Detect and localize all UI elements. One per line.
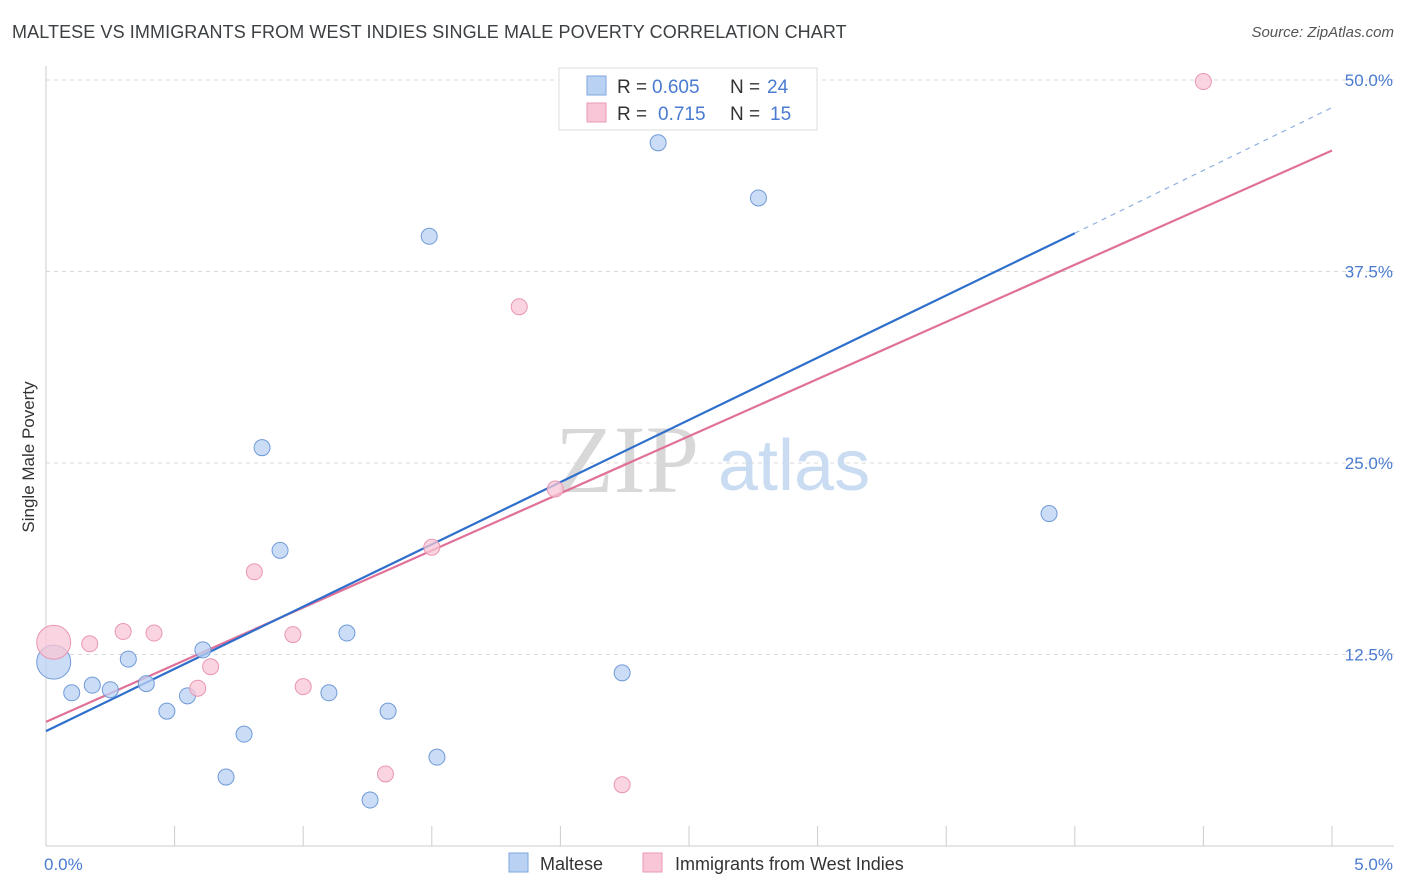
point-maltese-18 [428, 748, 446, 766]
point-maltese-8 [194, 641, 212, 659]
point-maltese-19 [613, 664, 631, 682]
point-west-indies-5 [202, 658, 220, 676]
point-maltese-3 [101, 681, 119, 699]
chart-title: MALTESE VS IMMIGRANTS FROM WEST INDIES S… [12, 22, 847, 42]
point-maltese-12 [271, 541, 289, 559]
point-west-indies-3 [145, 624, 163, 642]
data-points [36, 73, 1212, 809]
bottom-legend-swatch-maltese [508, 852, 529, 873]
point-maltese-20 [649, 134, 667, 152]
legend-r-label-2: R = [617, 104, 647, 125]
point-west-indies-9 [377, 765, 395, 783]
grid-lines [46, 79, 1394, 655]
point-maltese-4 [119, 650, 137, 668]
point-west-indies-2 [114, 623, 132, 641]
x-tick-label-0: 0.0% [44, 855, 83, 874]
point-west-indies-1 [81, 635, 99, 653]
correlation-legend: R = 0.605 N = 24 R = 0.715 N = 15 [558, 67, 818, 131]
point-maltese-23 [1040, 505, 1058, 523]
tick-labels: 12.5% 25.0% 37.5% 50.0% 0.0% 5.0% [44, 71, 1393, 874]
legend-swatch-maltese [586, 75, 607, 96]
point-west-indies-4 [189, 679, 207, 697]
point-maltese-17 [420, 227, 438, 245]
trend-line-maltese [45, 232, 1076, 733]
point-maltese-21 [749, 189, 767, 207]
point-maltese-6 [158, 702, 176, 720]
trend-line-maltese-extension [1074, 107, 1333, 234]
point-west-indies-11 [510, 298, 528, 316]
point-maltese-15 [361, 791, 379, 809]
watermark: ZIP atlas [555, 406, 870, 513]
legend-r-label: R = [617, 77, 647, 98]
bottom-legend-maltese: Maltese [540, 854, 603, 874]
point-maltese-2 [83, 676, 101, 694]
legend-n-value-maltese: 24 [767, 77, 789, 98]
source-label: Source: ZipAtlas.com [1251, 24, 1394, 41]
x-tick-label-1: 5.0% [1354, 855, 1393, 874]
point-maltese-9 [217, 768, 235, 786]
point-west-indies-7 [284, 626, 302, 644]
legend-r-value-maltese: 0.605 [652, 77, 700, 98]
point-west-indies-13 [613, 776, 631, 794]
y-tick-label-0: 12.5% [1345, 646, 1393, 665]
point-west-indies-10 [423, 538, 441, 556]
point-maltese-14 [338, 624, 356, 642]
point-maltese-1 [63, 684, 81, 702]
legend-n-value-west-indies: 15 [770, 104, 791, 125]
y-tick-label-1: 25.0% [1345, 454, 1393, 473]
point-west-indies-0 [36, 624, 72, 660]
bottom-legend-swatch-west-indies [642, 852, 663, 873]
point-maltese-11 [253, 439, 271, 457]
watermark-zip: ZIP [555, 406, 699, 513]
point-west-indies-6 [245, 563, 263, 581]
trend-lines [45, 107, 1333, 733]
y-tick-label-3: 50.0% [1345, 71, 1393, 90]
point-maltese-16 [379, 702, 397, 720]
legend-swatch-west-indies [586, 102, 607, 123]
point-maltese-10 [235, 725, 253, 743]
watermark-atlas: atlas [718, 426, 870, 506]
legend-n-label: N = [730, 77, 760, 98]
point-west-indies-8 [294, 678, 312, 696]
legend-r-value-west-indies: 0.715 [658, 104, 706, 125]
axes [45, 66, 1394, 847]
bottom-legend-west-indies: Immigrants from West Indies [675, 854, 904, 874]
point-west-indies-12 [546, 480, 564, 498]
series-legend: Maltese Immigrants from West Indies [508, 852, 904, 874]
y-tick-label-2: 37.5% [1345, 263, 1393, 282]
trend-line-west-indies [45, 149, 1333, 723]
legend-n-label-2: N = [730, 104, 760, 125]
point-maltese-13 [320, 684, 338, 702]
point-maltese-5 [137, 675, 155, 693]
point-west-indies-14 [1194, 73, 1212, 91]
y-axis-title: Single Male Poverty [19, 381, 38, 533]
